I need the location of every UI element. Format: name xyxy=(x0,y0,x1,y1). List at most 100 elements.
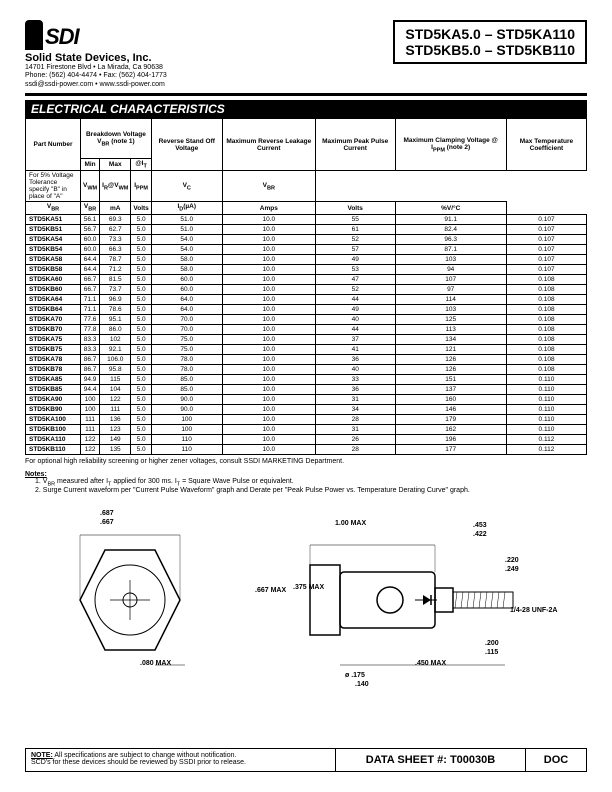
table-cell: 179 xyxy=(395,414,506,424)
table-cell: STD5KB51 xyxy=(26,224,81,234)
tolerance-note: For 5% Voltage Tolerance specify "B" in … xyxy=(26,171,81,202)
table-cell: 10.0 xyxy=(222,304,315,314)
table-cell: 70.0 xyxy=(151,314,222,324)
table-cell: 151 xyxy=(395,374,506,384)
table-row: STD5KB7886.795.85.078.010.0401260.108 xyxy=(26,364,587,374)
table-cell: 94.9 xyxy=(81,374,100,384)
table-cell: 73.7 xyxy=(100,284,131,294)
dim-249: .249 xyxy=(505,566,519,573)
unit-vwm: VWM xyxy=(81,171,100,202)
table-cell: 71.1 xyxy=(81,294,100,304)
table-cell: 5.0 xyxy=(131,264,151,274)
table-cell: 10.0 xyxy=(222,354,315,364)
address-line-2: Phone: (562) 404-4474 • Fax: (562) 404-1… xyxy=(25,72,167,80)
table-cell: 10.0 xyxy=(222,434,315,444)
table-cell: 5.0 xyxy=(131,284,151,294)
table-cell: 49 xyxy=(315,304,395,314)
table-cell: 5.0 xyxy=(131,364,151,374)
table-cell: 10.0 xyxy=(222,224,315,234)
table-cell: 52 xyxy=(315,234,395,244)
table-cell: 10.0 xyxy=(222,294,315,304)
table-cell: 85.0 xyxy=(151,384,222,394)
table-cell: 66.7 xyxy=(81,284,100,294)
table-cell: 5.0 xyxy=(131,294,151,304)
footer-note: NOTE: All specifications are subject to … xyxy=(26,749,336,771)
dim-thread: 1/4-28 UNF-2A xyxy=(510,607,557,614)
table-cell: 121 xyxy=(395,344,506,354)
table-cell: STD5KA60 xyxy=(26,274,81,284)
table-cell: 97 xyxy=(395,284,506,294)
table-cell: 44 xyxy=(315,294,395,304)
table-cell: 103 xyxy=(395,254,506,264)
table-cell: 75.0 xyxy=(151,334,222,344)
dim-140: .140 xyxy=(355,681,369,688)
table-row: STD5KB7583.392.15.075.010.0411210.108 xyxy=(26,344,587,354)
dim-667m: .667 MAX xyxy=(255,587,286,594)
table-cell: 10.0 xyxy=(222,314,315,324)
table-cell: 78.0 xyxy=(151,364,222,374)
table-cell: 5.0 xyxy=(131,224,151,234)
table-cell: STD5KA78 xyxy=(26,354,81,364)
table-cell: 177 xyxy=(395,444,506,454)
table-cell: 26 xyxy=(315,434,395,444)
table-row: STD5KA7886.7106.05.078.010.0361260.108 xyxy=(26,354,587,364)
table-cell: 54.0 xyxy=(151,244,222,254)
table-row: STD5KB7077.886.05.070.010.0441130.108 xyxy=(26,324,587,334)
table-cell: STD5KB64 xyxy=(26,304,81,314)
table-cell: 106.0 xyxy=(100,354,131,364)
table-cell: 40 xyxy=(315,314,395,324)
table-cell: 56.7 xyxy=(81,224,100,234)
table-cell: 0.112 xyxy=(506,434,586,444)
table-cell: 0.108 xyxy=(506,344,586,354)
table-cell: STD5KA64 xyxy=(26,294,81,304)
table-row: STD5KA5864.478.75.058.010.0491030.107 xyxy=(26,254,587,264)
col-part: Part Number xyxy=(26,119,81,171)
table-cell: 126 xyxy=(395,354,506,364)
col-mtc: Max Temperature Coefficient xyxy=(506,119,586,171)
table-row: STD5KB1001111235.010010.0311620.110 xyxy=(26,424,587,434)
table-cell: 123 xyxy=(100,424,131,434)
table-cell: 0.108 xyxy=(506,284,586,294)
table-cell: 64.4 xyxy=(81,254,100,264)
dim-687: .687 xyxy=(100,510,114,517)
unit-ir: IR@VWM xyxy=(100,171,131,202)
table-row: STD5KB6066.773.75.060.010.052970.108 xyxy=(26,284,587,294)
table-cell: 5.0 xyxy=(131,384,151,394)
table-cell: 78.6 xyxy=(100,304,131,314)
table-cell: 54.0 xyxy=(151,234,222,244)
title-line-1: STD5KA5.0 – STD5KA110 xyxy=(405,26,575,42)
table-cell: 126 xyxy=(395,364,506,374)
dim-115: .115 xyxy=(485,649,498,656)
table-cell: 100 xyxy=(81,394,100,404)
table-cell: 51.0 xyxy=(151,224,222,234)
table-cell: 5.0 xyxy=(131,414,151,424)
table-row: STD5KB5156.762.75.051.010.06182.40.107 xyxy=(26,224,587,234)
table-cell: 160 xyxy=(395,394,506,404)
table-cell: 73.3 xyxy=(100,234,131,244)
table-cell: 162 xyxy=(395,424,506,434)
table-cell: 64.0 xyxy=(151,304,222,314)
datasheet-number: DATA SHEET #: T00030B xyxy=(336,749,526,771)
sub-min: Min xyxy=(81,159,100,171)
table-cell: 44 xyxy=(315,324,395,334)
table-cell: 86.7 xyxy=(81,354,100,364)
table-row: STD5KB6471.178.65.064.010.0491030.108 xyxy=(26,304,587,314)
table-cell: 0.108 xyxy=(506,294,586,304)
table-cell: 0.110 xyxy=(506,394,586,404)
title-line-2: STD5KB5.0 – STD5KB110 xyxy=(405,42,575,58)
table-cell: 10.0 xyxy=(222,274,315,284)
table-cell: 81.5 xyxy=(100,274,131,284)
table-cell: 5.0 xyxy=(131,354,151,364)
table-cell: 0.107 xyxy=(506,244,586,254)
table-cell: STD5KB75 xyxy=(26,344,81,354)
electrical-table: Part Number Breakdown Voltage VBR (note … xyxy=(25,118,587,455)
table-row: STD5KA7077.695.15.070.010.0401250.108 xyxy=(26,314,587,324)
table-cell: 0.107 xyxy=(506,264,586,274)
table-cell: 0.110 xyxy=(506,414,586,424)
table-cell: 0.108 xyxy=(506,334,586,344)
table-cell: STD5KA58 xyxy=(26,254,81,264)
table-cell: 66.3 xyxy=(100,244,131,254)
unit-vc: VC xyxy=(151,171,222,202)
table-cell: 149 xyxy=(100,434,131,444)
table-cell: 75.0 xyxy=(151,344,222,354)
